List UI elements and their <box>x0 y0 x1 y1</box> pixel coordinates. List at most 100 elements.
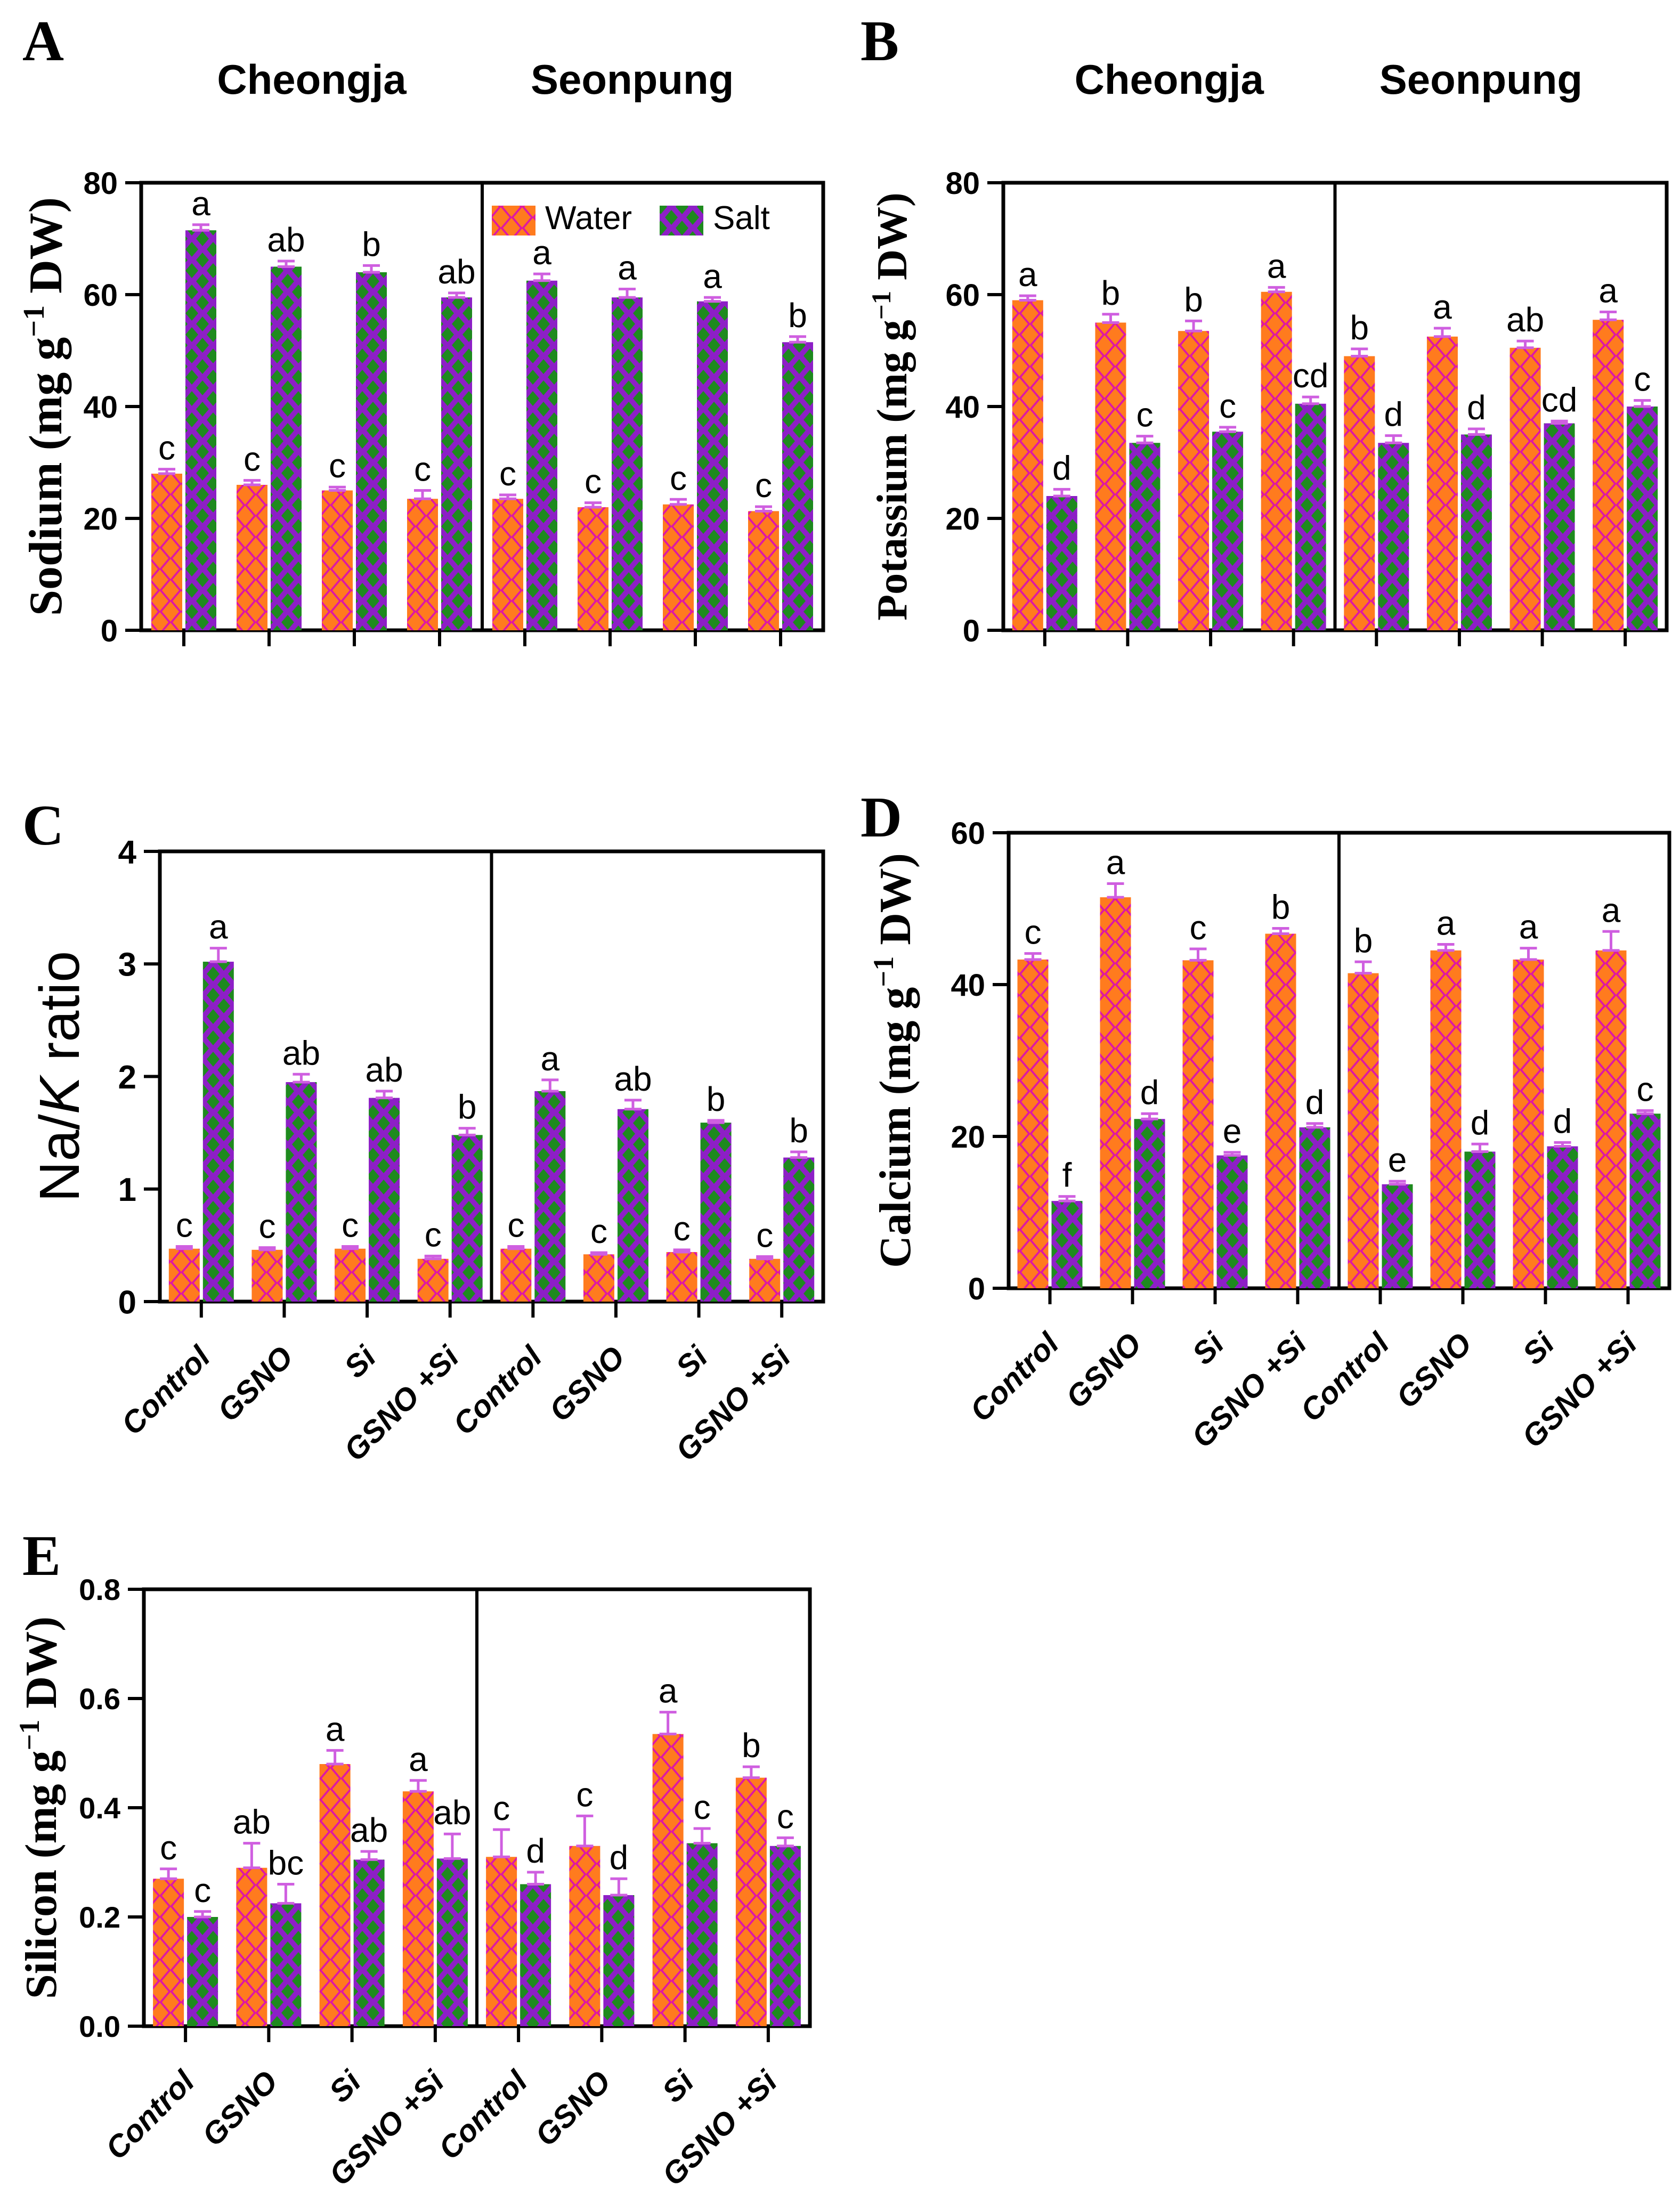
error-bar <box>243 1842 261 1870</box>
error-bar <box>755 505 772 513</box>
error-bar <box>1136 435 1154 444</box>
error-bar <box>790 1150 808 1159</box>
error-bar <box>293 1072 310 1084</box>
sig-letter: ab <box>350 1811 388 1849</box>
sig-letter: c <box>160 1829 177 1867</box>
sig-letter: c <box>755 466 772 505</box>
sig-letter: d <box>1384 395 1403 434</box>
sig-letter: b <box>1350 308 1369 347</box>
error-bar <box>443 1832 461 1860</box>
y-tick-label: 80 <box>945 166 980 201</box>
y-tick-label: 40 <box>945 390 980 425</box>
sig-letter: f <box>1062 1156 1072 1194</box>
sig-letter: b <box>362 225 381 263</box>
bar-salt-cheongja-1 <box>271 266 302 630</box>
y-tick-label: 0 <box>968 1272 985 1306</box>
sig-letter: a <box>703 257 722 295</box>
bar-salt-cheongja-3 <box>451 1135 483 1302</box>
bar-water-cheongja-0 <box>1017 959 1049 1288</box>
sig-letter: a <box>1433 288 1452 326</box>
x-tick-label: Si <box>655 2063 701 2109</box>
bar-water-seonpung-0 <box>1348 973 1379 1288</box>
y-axis-title: Calcium (mg g−1 DW) <box>867 853 920 1268</box>
bar-salt-cheongja-0 <box>1051 1201 1083 1288</box>
sig-letter: c <box>258 1207 275 1246</box>
bar-salt-seonpung-3 <box>1627 407 1658 630</box>
sig-letter: c <box>585 462 602 501</box>
sig-letter: c <box>756 1216 773 1255</box>
x-tick-label: Control <box>432 2063 535 2166</box>
bar-salt-seonpung-3 <box>1629 1114 1661 1288</box>
y-tick-label: 60 <box>945 278 980 313</box>
y-tick-label: 0.8 <box>79 1573 120 1606</box>
bar-salt-cheongja-1 <box>270 1903 302 2026</box>
sig-letter: c <box>158 429 175 467</box>
sig-letter: a <box>209 908 228 946</box>
error-bar <box>175 1245 193 1250</box>
bar-salt-cheongja-2 <box>1216 1155 1248 1288</box>
bar-salt-seonpung-1 <box>1464 1151 1496 1288</box>
sig-letter: c <box>499 454 516 493</box>
panel-letter: C <box>22 794 64 857</box>
error-bar <box>610 1877 628 1897</box>
y-tick-label: 4 <box>118 834 137 871</box>
y-tick-label: 80 <box>83 166 118 201</box>
y-axis-title: Sodium (mg g−1 DW) <box>18 197 72 616</box>
error-bar <box>659 1711 677 1736</box>
bar-salt-cheongja-0 <box>185 230 216 630</box>
error-bar <box>1516 339 1534 350</box>
error-bar <box>776 1836 794 1848</box>
bar-water-cheongja-1 <box>1100 897 1131 1288</box>
y-axis-title: Potassium (mg g−1 DW) <box>867 192 916 620</box>
error-bar <box>1551 419 1568 425</box>
sig-letter: c <box>1219 387 1236 425</box>
bar-salt-cheongja-0 <box>202 962 234 1302</box>
error-bar <box>493 1828 510 1858</box>
bar-salt-seonpung-0 <box>526 280 557 630</box>
bar-salt-cheongja-2 <box>1212 432 1244 630</box>
bar-salt-seonpung-3 <box>783 1157 815 1302</box>
error-bar <box>1272 927 1289 936</box>
bar-salt-seonpung-3 <box>769 1846 801 2026</box>
error-bar <box>342 1245 359 1250</box>
sig-letter: c <box>342 1206 359 1244</box>
sig-letter: ab <box>614 1060 652 1098</box>
x-tick-label: GSNO <box>211 1339 300 1428</box>
sig-letter: d <box>526 1832 545 1870</box>
y-tick-label: 0 <box>118 1284 136 1321</box>
sig-letter: a <box>1018 255 1037 294</box>
error-bar <box>360 1850 378 1861</box>
error-bar <box>329 485 346 492</box>
bar-salt-cheongja-3 <box>1295 403 1326 630</box>
error-bar <box>673 1248 691 1254</box>
legend-swatch-salt <box>660 206 703 235</box>
bar-salt-seonpung-2 <box>697 301 728 630</box>
error-bar <box>742 1765 760 1779</box>
bar-water-seonpung-2 <box>1513 959 1544 1288</box>
bar-water-seonpung-1 <box>1426 336 1458 630</box>
sig-letter: a <box>1519 908 1538 946</box>
error-bar <box>1437 942 1455 952</box>
sig-letter: d <box>1553 1102 1572 1140</box>
y-tick-label: 0 <box>963 614 980 648</box>
bar-salt-seonpung-0 <box>1378 443 1409 630</box>
error-bar <box>527 1871 545 1886</box>
bar-salt-seonpung-3 <box>782 342 813 630</box>
sig-letter: c <box>244 440 261 478</box>
bar-water-seonpung-2 <box>663 504 694 630</box>
x-tick-label: Si <box>322 2063 368 2109</box>
bar-water-seonpung-0 <box>492 499 523 630</box>
bar-salt-cheongja-2 <box>353 1859 385 2026</box>
bar-salt-seonpung-1 <box>603 1895 635 2026</box>
bar-water-seonpung-1 <box>569 1846 600 2026</box>
bar-water-seonpung-0 <box>486 1857 517 2026</box>
bar-water-cheongja-0 <box>151 474 182 630</box>
y-tick-label: 0.2 <box>79 1900 120 1934</box>
error-bar <box>1389 1180 1406 1186</box>
bar-water-cheongja-2 <box>319 1764 351 2026</box>
sig-letter: b <box>789 1111 808 1150</box>
bar-water-cheongja-2 <box>1178 331 1210 630</box>
error-bar <box>1019 294 1036 302</box>
